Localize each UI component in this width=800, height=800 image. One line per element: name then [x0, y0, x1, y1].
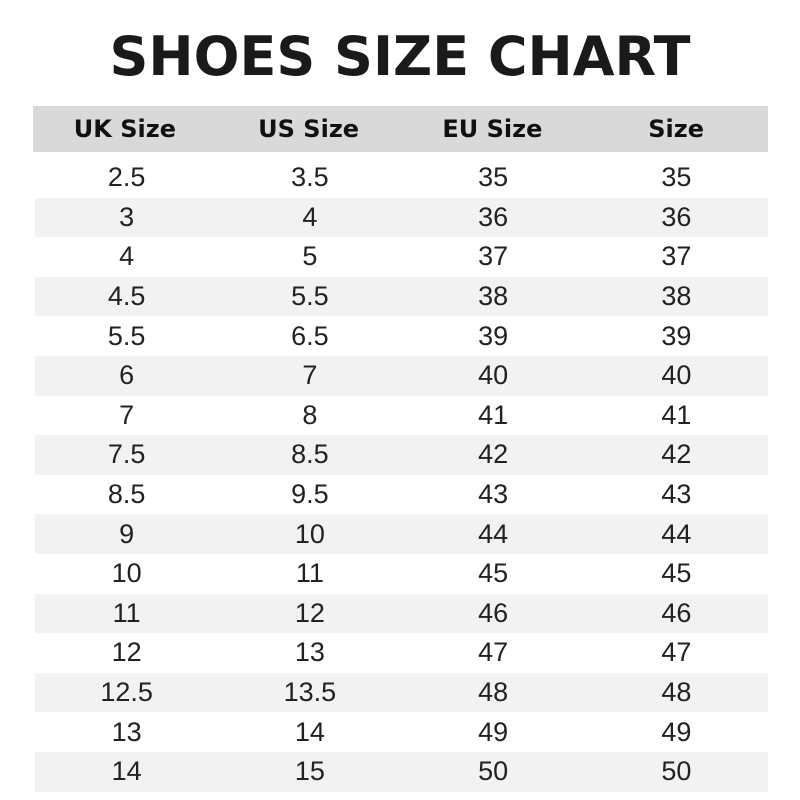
table-row: 10 11 45 45 [35, 554, 768, 594]
size-cell: 37 [661, 241, 692, 272]
eu-size-cell: 49 [478, 716, 509, 747]
eu-size-cell: 44 [478, 518, 509, 549]
size-cell: 43 [661, 479, 692, 510]
us-size-cell: 6.5 [291, 320, 329, 351]
size-cell: 39 [661, 320, 692, 351]
uk-size-cell: 8.5 [107, 479, 146, 510]
eu-size-cell: 50 [478, 756, 509, 787]
eu-size-cell: 39 [478, 320, 509, 351]
eu-size-cell: 36 [478, 201, 509, 232]
us-size-cell: 13 [294, 637, 325, 668]
size-cell: 47 [661, 637, 692, 668]
size-cell: 40 [661, 360, 692, 391]
uk-size-cell: 7 [119, 399, 135, 430]
size-cell: 48 [661, 677, 692, 708]
us-size-cell: 11 [295, 558, 324, 589]
uk-size-cell: 12 [111, 637, 142, 668]
uk-size-cell: 3 [119, 201, 135, 232]
us-size-cell: 7 [302, 360, 318, 391]
header-uk-size: UK Size [73, 115, 176, 143]
size-cell: 49 [661, 716, 692, 747]
eu-size-cell: 48 [478, 677, 509, 708]
table-row: 7 8 41 41 [35, 396, 768, 436]
table-row: 9 10 44 44 [35, 514, 768, 554]
uk-size-cell: 6 [119, 360, 135, 391]
uk-size-cell: 10 [111, 558, 142, 589]
table-row: 7.5 8.5 42 42 [35, 435, 768, 475]
table-row: 8.5 9.5 43 43 [35, 475, 768, 515]
us-size-cell: 12 [294, 597, 325, 628]
table-header: UK Size US Size EU Size Size [33, 106, 768, 152]
size-cell: 35 [661, 162, 692, 193]
us-size-cell: 13.5 [283, 677, 337, 708]
us-size-cell: 4 [302, 201, 318, 232]
uk-size-cell: 11 [112, 597, 141, 628]
table-row: 13 14 49 49 [35, 712, 768, 752]
header-us-size: US Size [258, 115, 360, 143]
table-row: 14 15 50 50 [35, 751, 768, 792]
eu-size-cell: 35 [478, 162, 509, 193]
page-title: SHOES SIZE CHART [109, 25, 691, 88]
us-size-cell: 10 [294, 518, 325, 549]
table-row: 12.5 13.5 48 48 [35, 672, 768, 713]
uk-size-cell: 4.5 [107, 281, 146, 312]
uk-size-cell: 14 [111, 756, 142, 787]
uk-size-cell: 9 [119, 518, 135, 549]
eu-size-cell: 43 [478, 479, 509, 510]
size-cell: 36 [661, 201, 692, 232]
eu-size-cell: 46 [478, 597, 509, 628]
eu-size-cell: 41 [478, 399, 509, 430]
size-cell: 42 [661, 439, 692, 470]
table-row: 4.5 5.5 38 38 [35, 276, 768, 317]
eu-size-cell: 47 [478, 637, 509, 668]
eu-size-cell: 40 [478, 360, 509, 391]
table-row: 11 12 46 46 [35, 593, 768, 634]
us-size-cell: 8 [302, 399, 318, 430]
eu-size-cell: 42 [478, 439, 509, 470]
eu-size-cell: 38 [478, 281, 509, 312]
uk-size-cell: 4 [119, 241, 135, 272]
size-cell: 50 [661, 756, 692, 787]
us-size-cell: 9.5 [291, 479, 329, 510]
table-row: 4 5 37 37 [35, 237, 768, 277]
table-body: 2.5 3.5 35 35 3 4 36 36 4 5 37 37 4.5 5.5 38 38 5.5 6.5 39… [33, 158, 768, 792]
table-row: 3 4 36 36 [35, 197, 768, 238]
table-row: 12 13 47 47 [35, 633, 768, 673]
us-size-cell: 5.5 [291, 281, 329, 312]
uk-size-cell: 2.5 [107, 162, 146, 193]
header-size: Size [648, 115, 704, 143]
uk-size-cell: 5.5 [107, 320, 146, 351]
us-size-cell: 3.5 [291, 162, 329, 193]
us-size-cell: 5 [302, 241, 318, 272]
uk-size-cell: 13 [111, 716, 142, 747]
table-row: 5.5 6.5 39 39 [35, 316, 768, 356]
us-size-cell: 15 [294, 756, 325, 787]
size-cell: 38 [661, 281, 692, 312]
us-size-cell: 8.5 [291, 439, 329, 470]
table-row: 6 7 40 40 [35, 355, 768, 396]
size-table: UK Size US Size EU Size Size 2.5 3.5 35 35 3… [33, 106, 768, 792]
size-cell: 41 [661, 399, 692, 430]
eu-size-cell: 37 [478, 241, 509, 272]
us-size-cell: 14 [294, 716, 325, 747]
eu-size-cell: 45 [478, 558, 509, 589]
size-cell: 44 [661, 518, 692, 549]
uk-size-cell: 7.5 [107, 439, 146, 470]
uk-size-cell: 12.5 [100, 677, 153, 708]
size-cell: 45 [661, 558, 692, 589]
table-row: 2.5 3.5 35 35 [35, 158, 768, 198]
size-cell: 46 [661, 597, 692, 628]
header-eu-size: EU Size [442, 115, 543, 143]
